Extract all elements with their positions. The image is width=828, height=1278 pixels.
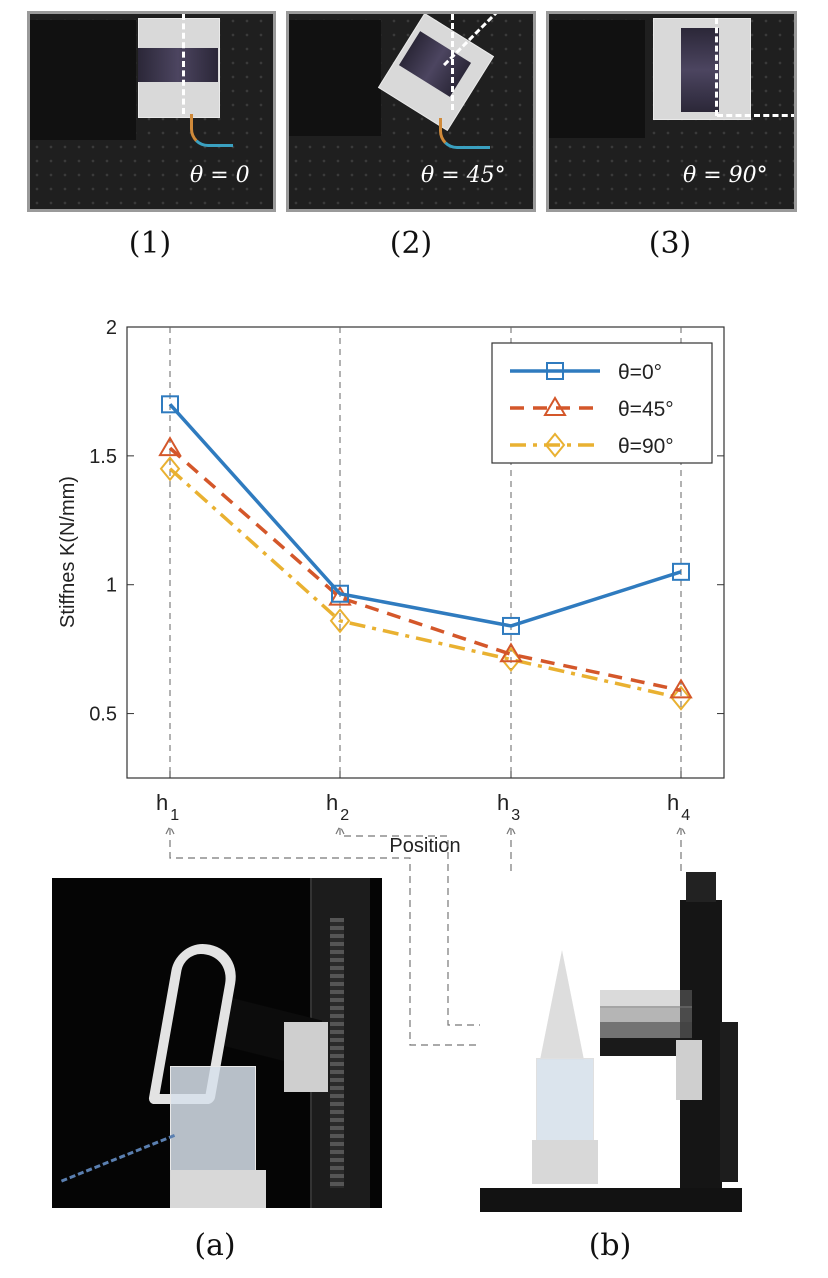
x-axis-tick-labels: h1 h2 h3 h4 xyxy=(156,790,690,824)
connector-h1 xyxy=(169,828,600,1046)
orientation-guide-line xyxy=(182,14,185,114)
ground-rail xyxy=(480,1188,742,1212)
data-point-diamond-h4 xyxy=(670,685,692,711)
x-tick-label-h1: h1 xyxy=(156,790,179,824)
data-point-square-h4 xyxy=(672,562,690,581)
cable xyxy=(190,114,233,147)
data-point-diamond-h1 xyxy=(159,456,181,482)
lead-screw xyxy=(330,918,344,1188)
legend-marker-square xyxy=(546,362,564,380)
carriage-block xyxy=(284,1022,328,1092)
orientation-guide-line xyxy=(715,18,718,116)
base-mount xyxy=(532,1140,598,1184)
black-mount-plate xyxy=(549,20,645,138)
legend-entry-triangle: θ=45° xyxy=(618,398,674,421)
data-point-triangle-h3 xyxy=(499,642,523,663)
x-tick-label-h4: h4 xyxy=(667,790,690,824)
panel-caption-b: (b) xyxy=(588,1228,632,1263)
series-line-square xyxy=(168,403,682,628)
theta-label: θ = 45° xyxy=(421,163,506,188)
photo-theta-90: θ = 90° xyxy=(546,11,797,212)
side-plate xyxy=(720,1022,738,1182)
sensor-fabric xyxy=(138,48,218,82)
black-mount-plate xyxy=(30,20,136,140)
series-line-triangle xyxy=(168,446,682,693)
x-tick-label-h3: h3 xyxy=(497,790,520,824)
y-axis-ticks: 0.5 1 1.5 2 xyxy=(89,317,724,778)
sensor-fabric xyxy=(681,28,719,112)
data-point-square-h3 xyxy=(502,616,520,635)
black-mount-plate xyxy=(289,20,381,136)
x-tick-subscript: 2 xyxy=(340,807,349,824)
panel-caption-2: (2) xyxy=(389,226,433,261)
bracket-layer-3 xyxy=(600,1022,692,1038)
stiffness-chart: 0.5 1 1.5 2 Stiffnes K(N/mm) h1 h2 h3 h4 Posit… xyxy=(57,317,725,1046)
cable xyxy=(439,118,490,149)
bracket-layer-2 xyxy=(600,1006,692,1022)
y-axis-label: Stiffnes K(N/mm) xyxy=(57,476,79,628)
base-mount xyxy=(170,1170,266,1208)
panel-caption-3: (3) xyxy=(648,226,692,261)
theta-label: θ = 0 xyxy=(190,163,250,188)
photo-theta-0: θ = 0 xyxy=(27,11,276,212)
legend-marker-triangle xyxy=(543,396,567,416)
photo-a-rig-side xyxy=(52,878,382,1208)
cable xyxy=(60,1134,176,1183)
series-line-diamond xyxy=(168,467,682,700)
legend-marker-diamond xyxy=(544,432,566,458)
soft-finger xyxy=(540,950,584,1060)
data-point-square-h2 xyxy=(331,584,349,603)
orientation-guide-line xyxy=(451,14,454,110)
panel-caption-1: (1) xyxy=(128,226,172,261)
data-point-triangle-h1 xyxy=(158,436,182,457)
series-diamond xyxy=(159,456,692,711)
photo-theta-45: θ = 45° xyxy=(286,11,536,212)
sensor-housing xyxy=(536,1058,594,1146)
connector-arrow-h4 xyxy=(676,824,686,835)
x-tick-subscript: 4 xyxy=(681,807,690,824)
theta-label: θ = 90° xyxy=(683,163,768,188)
panel-caption-a: (a) xyxy=(194,1228,236,1263)
sensor-housing xyxy=(170,1066,256,1178)
orientation-guide-horizontal xyxy=(717,114,794,117)
x-tick-subscript: 3 xyxy=(511,807,520,824)
legend-entry-diamond: θ=90° xyxy=(618,435,674,458)
connector-h2 xyxy=(339,828,600,1026)
data-point-square-h1 xyxy=(161,395,179,414)
bracket-layer-1 xyxy=(600,990,692,1008)
x-axis-label: Position xyxy=(389,835,460,857)
motor-top xyxy=(686,872,716,902)
carriage-block xyxy=(676,1040,702,1100)
data-point-triangle-h4 xyxy=(669,678,693,699)
grid-lines xyxy=(169,327,682,778)
data-point-diamond-h2 xyxy=(329,608,351,634)
legend-box xyxy=(491,342,713,464)
connector-arrow-h2 xyxy=(335,824,345,835)
legend: θ=0° θ=45° θ=90° xyxy=(491,342,713,464)
legend-entry-square: θ=0° xyxy=(618,361,662,384)
y-tick-label: 2 xyxy=(106,317,117,339)
y-tick-label: 1 xyxy=(106,575,117,597)
connector-arrow-h1 xyxy=(165,824,175,835)
x-tick-label-h2: h2 xyxy=(326,790,349,824)
y-tick-label: 0.5 xyxy=(89,704,117,726)
photo-b-rig-front xyxy=(480,872,742,1212)
connector-arrow-h3 xyxy=(506,824,516,835)
x-tick-subscript: 1 xyxy=(170,807,179,824)
series-layer xyxy=(158,395,693,711)
bracket-layer-4 xyxy=(600,1038,692,1056)
y-tick-label: 1.5 xyxy=(89,446,117,468)
series-square xyxy=(161,395,690,635)
